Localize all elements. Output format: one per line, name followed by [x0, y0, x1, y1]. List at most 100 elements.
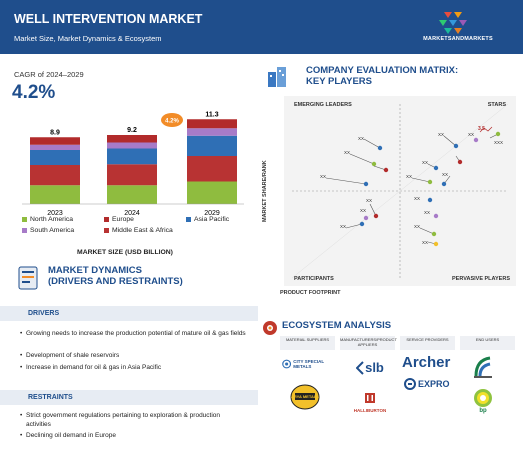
player-point: XX [422, 160, 439, 171]
player-point: XX [320, 174, 369, 187]
restraint-item: Declining oil demand in Europe [20, 432, 246, 441]
bar-segment-south-america-2029 [187, 128, 237, 136]
market-dynamics-title: MARKET DYNAMICS (DRIVERS AND RESTRAINTS) [48, 265, 183, 287]
bar-segment-middle-east-africa-2024 [107, 164, 157, 186]
svg-text:XX: XX [422, 160, 428, 165]
halliburton-logo: HALLIBURTON [346, 390, 394, 413]
player-point: XX [468, 132, 479, 143]
player-point: XX [414, 196, 433, 203]
svg-text:XX: XX [414, 196, 420, 201]
quadrant-participants: PARTICIPANTS [294, 276, 334, 282]
restraint-item: Strict government regulations pertaining… [20, 412, 246, 429]
cagr-value: 4.2% [12, 82, 56, 103]
page-subtitle: Market Size, Market Dynamics & Ecosystem [14, 34, 162, 43]
x-tick-label: 2023 [47, 210, 63, 217]
quadrant-stars: STARS [487, 102, 506, 108]
ecosystem-title: ECOSYSTEM ANALYSIS [282, 320, 392, 331]
player-point [455, 155, 463, 165]
svg-text:XX: XX [424, 210, 430, 215]
bar-segment-europe-2029 [187, 119, 237, 129]
drivers-band: DRIVERS [0, 306, 258, 321]
svg-text:XX: XX [438, 132, 444, 137]
legend-item-south-america: South America [22, 227, 74, 234]
x-tick-label: 2029 [204, 210, 220, 217]
cagr-bubble-label: 4.2% [165, 119, 179, 125]
brand-logo-icon [439, 12, 467, 34]
legend-item-europe: Europe [104, 216, 134, 223]
svg-text:3.5: 3.5 [478, 126, 485, 132]
svg-text:XX: XX [360, 208, 366, 213]
bar-segment-asia-pacific-2024 [107, 148, 157, 165]
eco-column-manufacturers: MANUFACTURERS/PRODUCT APPLIERS [340, 336, 397, 350]
bar-segment-north-america-2029 [187, 181, 237, 204]
ecosystem-icon [263, 321, 277, 335]
archer-logo: Archer [402, 354, 451, 371]
bar-segment-europe-2023 [30, 137, 80, 145]
market-size-bar-chart: 8.9 2023 9.2 2024 11.3 2029 4.2% [22, 111, 244, 217]
eco-column-material-suppliers: MATERIAL SUPPLIERS [280, 336, 335, 350]
svg-text:XX: XX [320, 174, 326, 179]
driver-item: Increase in demand for oil & gas in Asia… [20, 364, 246, 373]
expro-logo: EXPRO [404, 378, 464, 390]
page-title: WELL INTERVENTION MARKET [14, 12, 203, 26]
matrix-title: COMPANY EVALUATION MATRIX: KEY PLAYERS [306, 65, 459, 87]
bar-segment-middle-east-africa-2023 [30, 165, 80, 186]
bar-segment-middle-east-africa-2029 [187, 156, 237, 182]
legend-item-middle-east-africa: Middle East & Africa [104, 227, 173, 234]
svg-text:XX: XX [344, 150, 350, 155]
quadrant-pervasive-players: PERVASIVE PLAYERS [452, 276, 510, 282]
eco-column-service-providers: SERVICE PROVIDERS [400, 336, 455, 350]
aramco-logo-icon [472, 354, 494, 380]
city-special-metals-logo: CITY SPECIAL METALS [282, 358, 332, 370]
player-point: XX [438, 132, 459, 149]
player-point: XX [414, 224, 437, 237]
bar-total-label: 9.2 [127, 127, 137, 134]
legend-item-asia-pacific: Asia Pacific [186, 216, 229, 223]
bar-total-label: 11.3 [205, 111, 218, 118]
halliburton-icon [365, 393, 375, 403]
bar-segment-south-america-2024 [107, 142, 157, 149]
evaluation-panel: COMPANY EVALUATION MATRIX: KEY PLAYERS X… [258, 54, 523, 462]
driver-item: Development of shale reservoirs [20, 352, 246, 361]
player-point: XX [441, 172, 451, 187]
matrix-plot: XX XX XX XX XX XXX [291, 103, 509, 279]
x-axis-title: MARKET SIZE (USD BILLION) [77, 249, 173, 256]
quadrant-emerging-leaders: EMERGING LEADERS [294, 102, 352, 108]
player-point [373, 165, 389, 173]
player-point: 3.5 [478, 126, 493, 133]
svg-text:XX: XX [358, 136, 364, 141]
bp-logo: bp [470, 388, 496, 414]
bar-segment-asia-pacific-2023 [30, 150, 80, 165]
restraints-band: RESTRAINTS [0, 390, 258, 405]
brand-name: MARKETSANDMARKETS [423, 36, 493, 42]
player-point: XX [422, 240, 439, 247]
slb-logo: slb [350, 360, 390, 375]
slb-swoosh-icon [356, 360, 364, 375]
svg-text:XX: XX [414, 224, 420, 229]
x-tick-label: 2024 [124, 210, 140, 217]
bar-segment-south-america-2023 [30, 144, 80, 150]
bar-segment-asia-pacific-2029 [187, 135, 237, 156]
player-point: XX [406, 174, 433, 185]
matrix-x-axis-title: PRODUCT FOOTPRINT [280, 290, 341, 296]
bar-segment-north-america-2023 [30, 185, 80, 204]
cagr-bubble: 4.2% [161, 113, 183, 127]
svg-text:XX: XX [340, 224, 346, 229]
svg-text:XX: XX [422, 240, 428, 245]
svg-text:XX: XX [406, 174, 412, 179]
svg-text:XX: XX [468, 132, 474, 137]
legend-item-north-america: North America [22, 216, 73, 223]
eco-column-end-users: END USERS [460, 336, 515, 350]
market-size-panel: CAGR of 2024–2029 4.2% 8.9 2023 9.2 2024 11.… [0, 54, 258, 462]
document-icon [18, 266, 38, 290]
buildings-icon [268, 67, 286, 87]
player-point: XX [344, 150, 377, 167]
player-point: XX [340, 221, 365, 229]
arya-metals-logo: ARYA METALS [290, 384, 320, 410]
bar-total-label: 8.9 [50, 129, 60, 136]
arya-metals-icon [290, 384, 320, 410]
svg-text:XX: XX [442, 172, 448, 177]
player-point: XX [424, 210, 439, 219]
cagr-label: CAGR of 2024–2029 [14, 70, 84, 79]
player-point: XX [360, 208, 369, 221]
